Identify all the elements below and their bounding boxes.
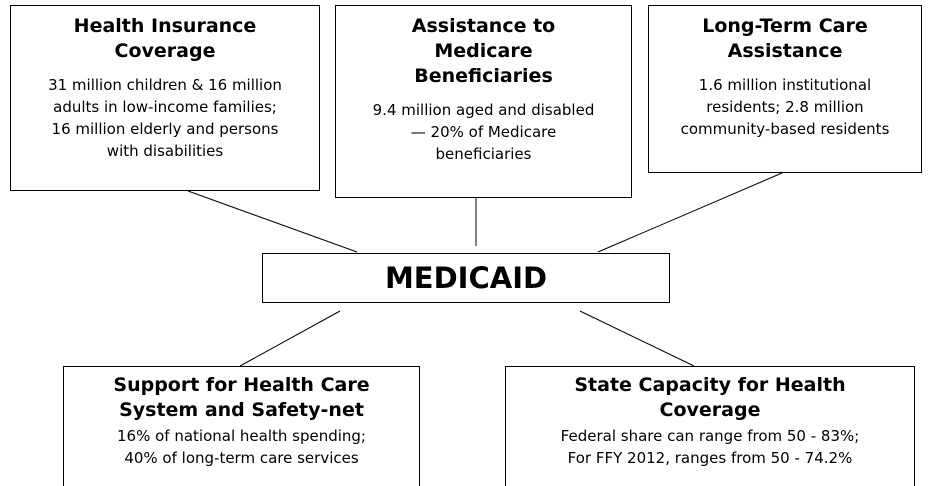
box-text: 1.6 million institutional [698,76,872,94]
box-title: Health Insurance [73,15,257,37]
info-box: Support for Health Care System and Safety… [63,366,420,486]
box-text: 31 million children & 16 million [48,76,282,94]
box-text: adults in low-income families; [53,98,277,116]
connector [239,310,341,367]
box-text: — 20% of Medicare [410,123,557,141]
info-box: Health Insurance Coverage 31 million child… [10,5,320,191]
box-title: Medicare [434,40,533,62]
box-text: 16 million elderly and persons [51,120,279,138]
connector [187,190,358,253]
box-title: Assistance to [411,15,556,37]
box-text: For FFY 2012, ranges from 50 - 74.2% [567,449,853,467]
box-title: State Capacity for Health [574,374,846,396]
box-title: Long-Term Care [702,15,868,37]
box-text: 9.4 million aged and disabled [372,101,595,119]
connector [597,172,783,253]
box-title: System and Safety-net [119,399,364,421]
box-title: Beneficiaries [414,65,553,87]
connector [579,310,695,367]
box-title: Coverage [659,399,761,421]
box-text: with disabilities [106,142,224,160]
box-text: beneficiaries [435,145,532,163]
box-title: Assistance [727,40,843,62]
info-box: State Capacity for Health Coverage Federal… [505,366,915,486]
box-text: 16% of national health spending; [117,427,366,445]
box-title: Support for Health Care [113,374,370,396]
info-box: Long-Term Care Assistance 1.6 million inst… [648,5,922,173]
box-title: Coverage [114,40,216,62]
info-box: Assistance to Medicare Beneficiaries 9.4 mi… [335,5,632,198]
box-text: Federal share can range from 50 - 83%; [560,427,860,445]
center-box: MEDICAID [262,253,670,303]
box-text: residents; 2.8 million [706,98,864,116]
box-text: community-based residents [680,120,890,138]
box-text: 40% of long-term care services [124,449,359,467]
